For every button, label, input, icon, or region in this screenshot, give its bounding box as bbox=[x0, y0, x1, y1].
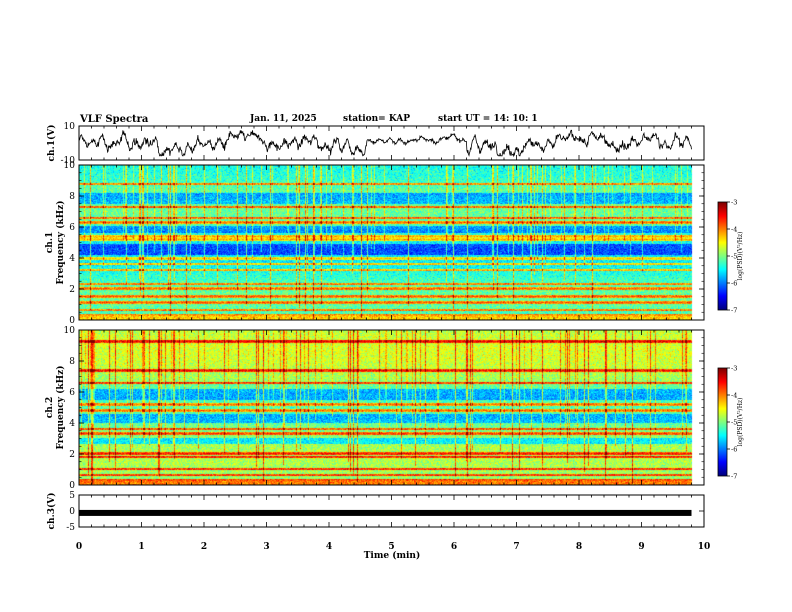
ch1-waveform-line bbox=[78, 129, 692, 158]
ch3-waveform-ytick-label: 0 bbox=[69, 507, 75, 517]
date-label: Jan. 11, 2025 bbox=[250, 114, 317, 124]
ch1-spectrogram-ylabel: Frequency (kHz) bbox=[55, 200, 66, 284]
colorbar-axes: -3 -4 -5 -6 -7 log(PSD)(V²/Hz) -3 -4 -5 -6 -7 log(P… bbox=[717, 199, 744, 481]
ch2-spectrogram-channel-label: ch.2 bbox=[45, 397, 55, 418]
ch2-spectrogram-ytick-label: 6 bbox=[69, 388, 75, 398]
ch1-spectrogram-channel-label: ch.1 bbox=[45, 232, 55, 253]
time-tick-label: 3 bbox=[263, 542, 269, 552]
time-axis: 0 1 2 3 4 5 6 7 8 9 10 Time (min) bbox=[76, 542, 710, 561]
time-tick-label: 5 bbox=[388, 542, 394, 552]
ch1-spectrogram-ytick-label: 6 bbox=[69, 223, 75, 233]
ch2-colorbar bbox=[718, 368, 727, 476]
ch1-spectrogram-ytick-label: 8 bbox=[69, 192, 75, 202]
time-tick-label: 2 bbox=[201, 542, 207, 552]
ch3-waveform-ytick-label: -5 bbox=[66, 523, 75, 533]
ch1-spectrogram-ytick-label: 4 bbox=[69, 254, 75, 264]
ch1-colorbar-tick-label: -4 bbox=[731, 226, 737, 234]
ch2-colorbar-tick-label: -6 bbox=[731, 446, 737, 454]
ch2-spectrogram-axes: 0 2 4 6 8 10 ch.2 Frequency (kHz) bbox=[45, 326, 705, 491]
ch1-colorbar bbox=[718, 202, 727, 310]
time-tick-label: 4 bbox=[326, 542, 332, 552]
ch1-colorbar-tick-label: -7 bbox=[731, 307, 737, 315]
time-tick-label: 0 bbox=[76, 542, 82, 552]
ch1-colorbar-tick-label: -3 bbox=[731, 199, 737, 207]
time-axis-label: Time (min) bbox=[364, 550, 421, 561]
ch1-spectrogram-ytick-label: 2 bbox=[69, 285, 75, 295]
ch3-waveform-line bbox=[79, 509, 692, 516]
ch2-colorbar-tick-label: -7 bbox=[731, 473, 737, 481]
ch1-waveform-ylabel: ch.1(V) bbox=[46, 125, 57, 162]
ch3-waveform-ylabel: ch.3(V) bbox=[46, 493, 57, 530]
ch3-waveform-panel: 5 0 -5 ch.3(V) bbox=[46, 491, 705, 533]
ch1-waveform-ytick-label: 10 bbox=[64, 122, 76, 132]
ch2-colorbar-tick-label: -4 bbox=[731, 392, 737, 400]
start-time-label: start UT = 14: 10: 1 bbox=[438, 114, 538, 124]
ch1-colorbar-tick-label: -6 bbox=[731, 280, 737, 288]
ch2-colorbar-label: log(PSD)(V²/Hz) bbox=[737, 398, 744, 447]
station-label: station= KAP bbox=[343, 114, 411, 124]
time-tick-label: 10 bbox=[698, 542, 711, 552]
ch2-spectrogram-frame bbox=[78, 329, 705, 486]
ch2-spectrogram-ytick-label: 0 bbox=[69, 481, 75, 491]
ch1-waveform-frame bbox=[78, 125, 705, 161]
ch1-spectrogram-ytick-label: 10 bbox=[64, 161, 76, 171]
ch1-spectrogram-axes: 0 2 4 6 8 10 ch.1 Frequency (kHz) bbox=[45, 161, 705, 326]
ch1-spectrogram-frame bbox=[78, 164, 705, 321]
ch2-spectrogram-ytick-label: 4 bbox=[69, 419, 75, 429]
ch2-colorbar-tick-label: -3 bbox=[731, 365, 737, 373]
ch2-spectrogram-ytick-label: 2 bbox=[69, 450, 75, 460]
ch1-waveform-ytick-label: -10 bbox=[61, 156, 76, 166]
ch1-spectrogram-ytick-label: 0 bbox=[69, 316, 75, 326]
ch2-spectrogram-ytick-label: 10 bbox=[64, 326, 76, 336]
ch2-spectrogram-ylabel: Frequency (kHz) bbox=[55, 365, 66, 449]
ch1-waveform-panel: 10 -10 ch.1(V) bbox=[46, 122, 705, 166]
ch2-colorbar-tick-label: -5 bbox=[731, 419, 737, 427]
ch1-colorbar-frame bbox=[717, 201, 728, 311]
time-tick-label: 8 bbox=[576, 542, 582, 552]
ch1-colorbar-tick-label: -5 bbox=[731, 253, 737, 261]
time-tick-label: 6 bbox=[451, 542, 457, 552]
ch2-spectrogram-ytick-label: 8 bbox=[69, 357, 75, 367]
ch1-colorbar-label: log(PSD)(V²/Hz) bbox=[737, 232, 744, 281]
ch1-spectrogram bbox=[79, 165, 704, 320]
ch2-colorbar-frame bbox=[717, 367, 728, 477]
ch2-spectrogram bbox=[79, 330, 704, 485]
time-tick-label: 7 bbox=[513, 542, 519, 552]
ch3-waveform-ytick-label: 5 bbox=[69, 491, 75, 501]
time-tick-label: 9 bbox=[638, 542, 644, 552]
figure-title: VLF Spectra bbox=[80, 114, 149, 125]
time-tick-label: 1 bbox=[138, 542, 144, 552]
